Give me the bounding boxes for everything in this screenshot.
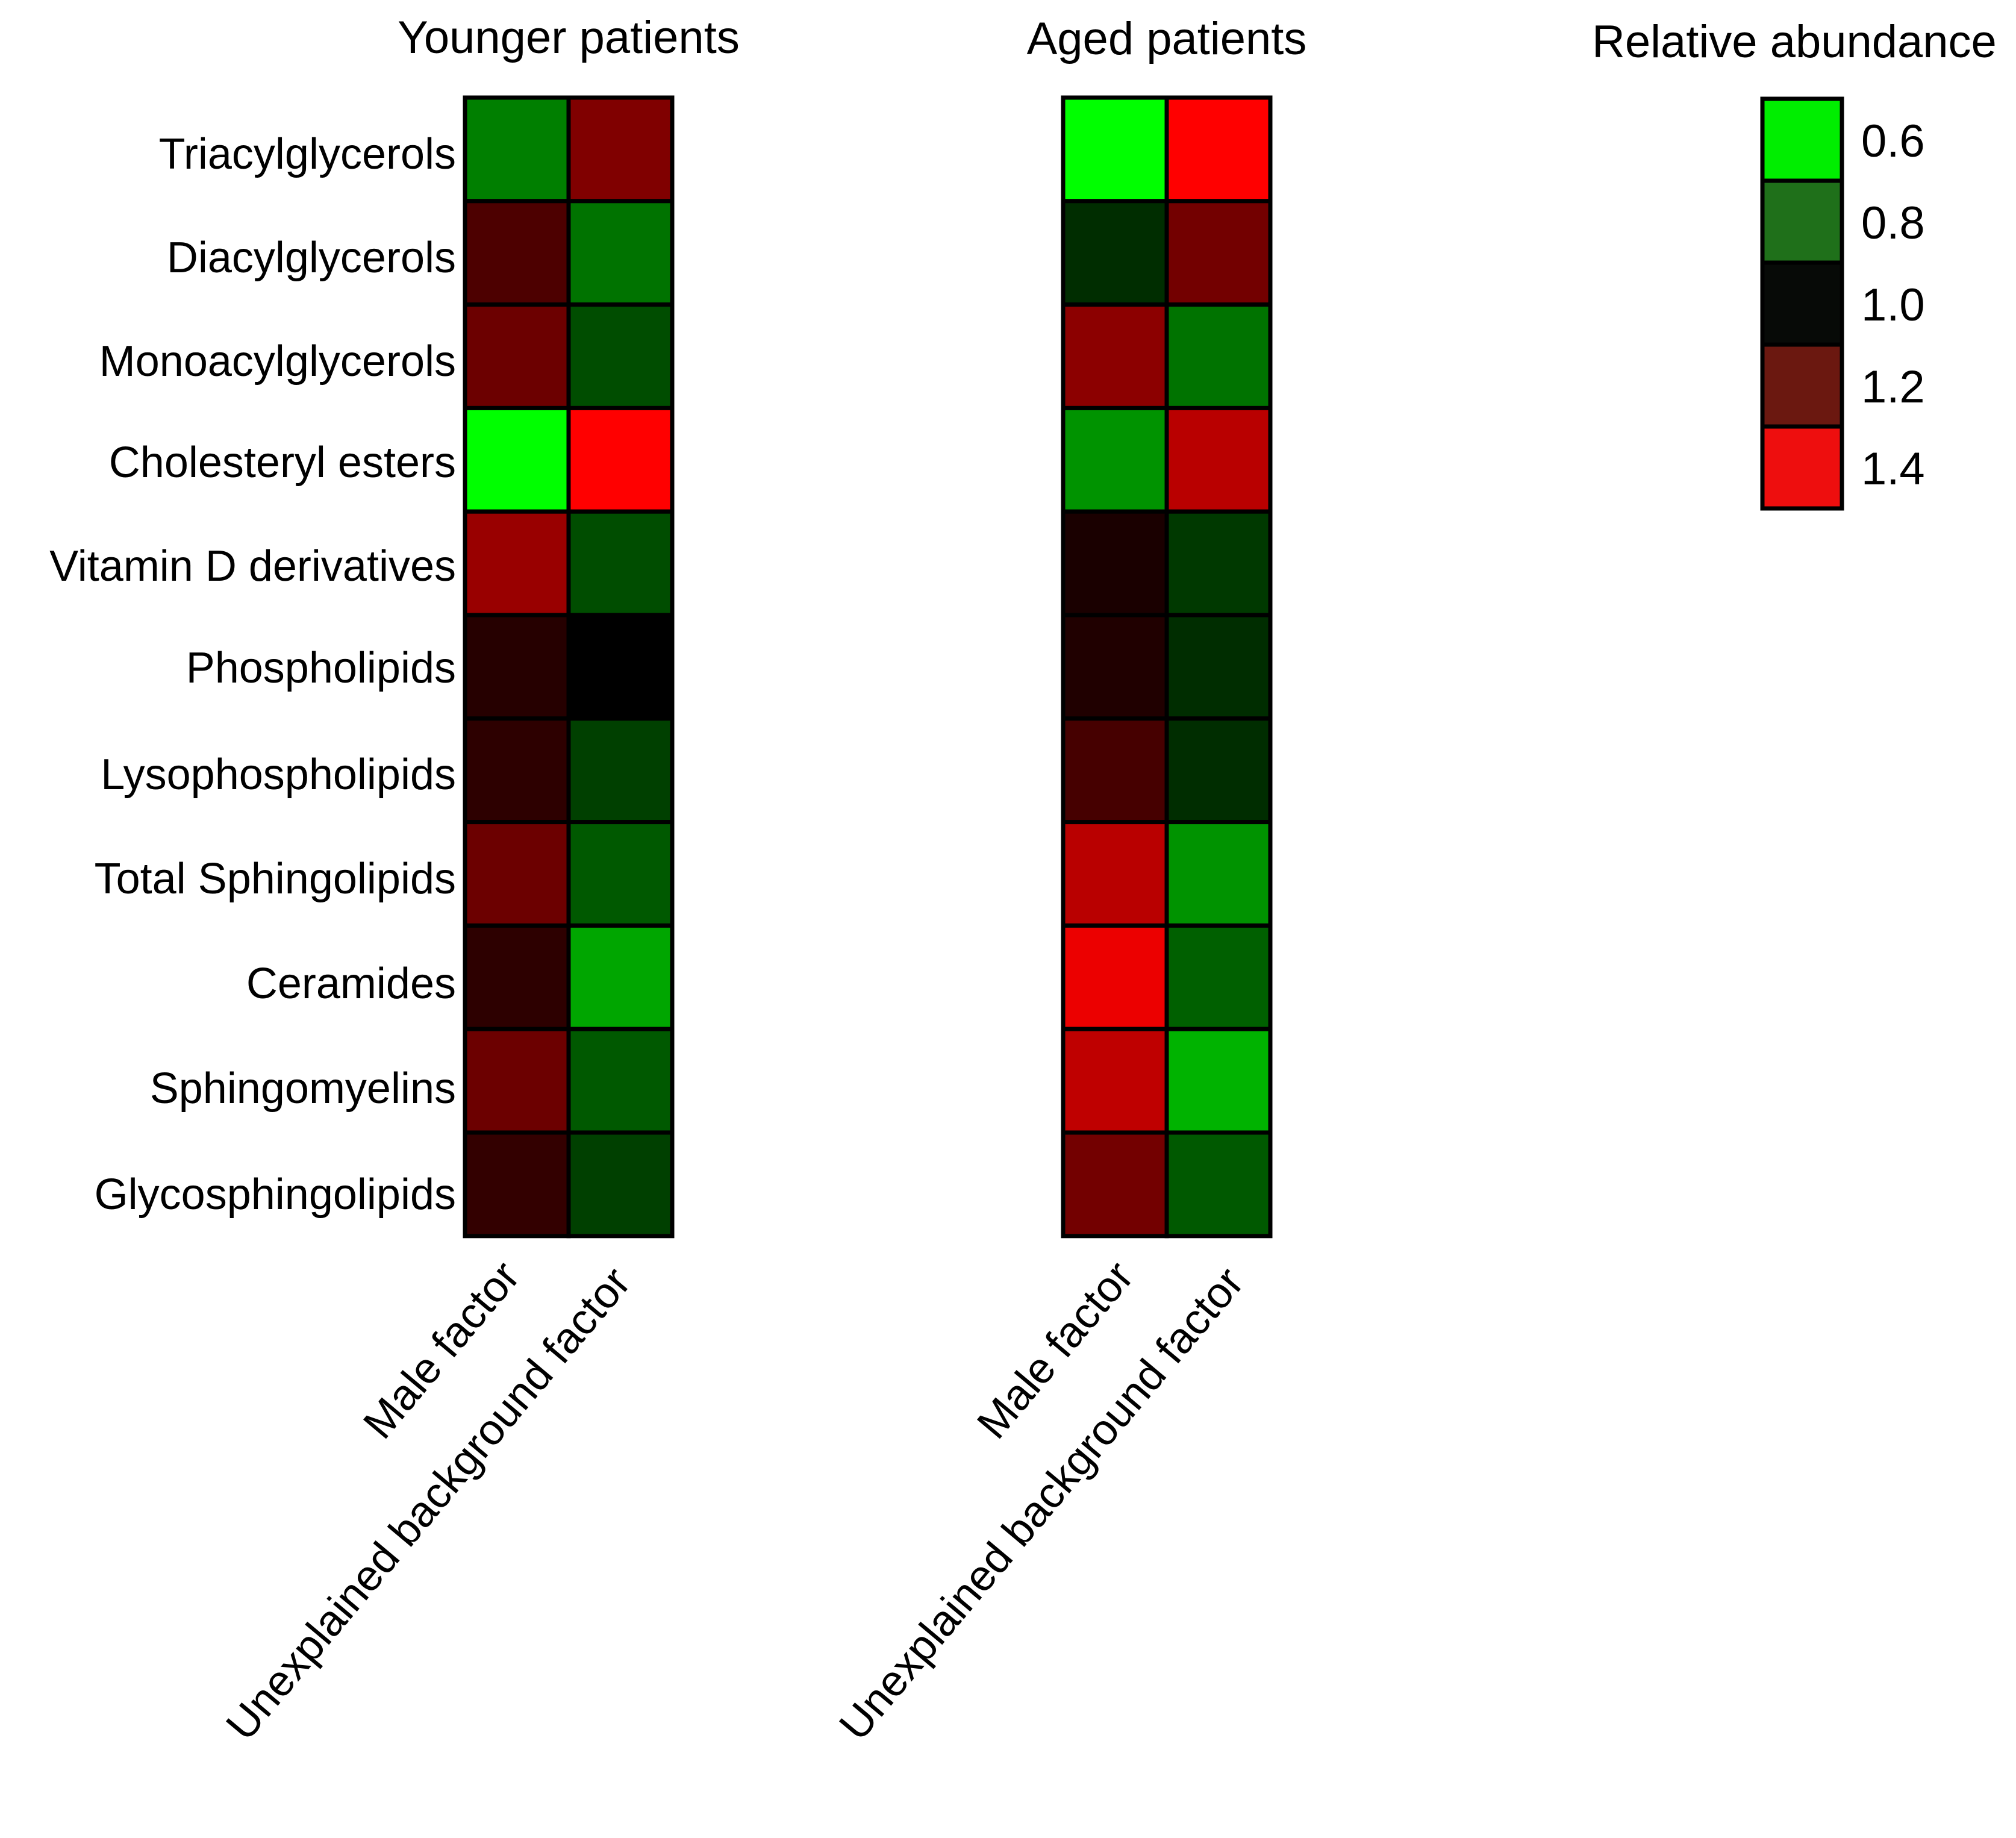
heatmap-cell (1061, 613, 1169, 721)
colorbar-tick-label: 1.2 (1861, 361, 1925, 413)
row-label: Total Sphingolipids (95, 855, 456, 903)
heatmap-cell (566, 716, 675, 825)
heatmap-cell (1061, 509, 1169, 617)
row-label: Monoacylglycerols (99, 337, 456, 386)
heatmap-cell (463, 509, 571, 617)
column-labels-younger: Male factor Unexplained background facto… (217, 1252, 640, 1749)
heatmap-cell (1164, 509, 1273, 617)
heatmap-cell (1164, 716, 1273, 825)
heatmap-cell (1164, 199, 1273, 307)
colorbar-title: Relative abundance (1592, 16, 1997, 67)
colorbar-swatch (1760, 342, 1844, 429)
colorbar: 0.6 0.8 1.0 1.2 1.4 (1760, 96, 1925, 511)
heatmap-cell (1164, 95, 1273, 204)
row-label: Glycosphingolipids (95, 1171, 456, 1219)
heatmap-cell (1061, 820, 1169, 928)
heatmap-cell (566, 923, 675, 1031)
colorbar-swatch (1760, 424, 1844, 511)
heatmap-cell (463, 923, 571, 1031)
heatmap-cell (566, 1130, 675, 1239)
heatmap-cell (566, 302, 675, 410)
heatmap-cell (566, 820, 675, 928)
heatmap-cell (1164, 613, 1273, 721)
heatmap-cell (1061, 1130, 1169, 1239)
row-labels: Triacylglycerols Diacylglycerols Monoacy… (49, 130, 456, 1219)
row-label: Ceramides (246, 960, 456, 1008)
heatmap-cell (463, 613, 571, 721)
row-label: Triacylglycerols (159, 130, 456, 178)
heatmap-cell (1164, 1130, 1273, 1239)
colorbar-swatch (1760, 178, 1844, 265)
row-label: Lysophospholipids (101, 751, 456, 799)
colorbar-swatch (1760, 96, 1844, 183)
heatmap-cell (463, 1027, 571, 1135)
heatmap-cell (566, 199, 675, 307)
heatmap-cell (1061, 95, 1169, 204)
heatmap-cell (566, 95, 675, 204)
heatmap-cell (1061, 302, 1169, 410)
heatmap-cell (463, 820, 571, 928)
heatmap-cell (1061, 716, 1169, 825)
heatmap-cell (1061, 1027, 1169, 1135)
colorbar-swatch (1760, 260, 1844, 347)
heatmap-cell (1061, 405, 1169, 514)
row-label: Phospholipids (186, 644, 456, 692)
heatmap-cell (463, 1130, 571, 1239)
colorbar-tick-label: 1.0 (1861, 280, 1925, 331)
heatmap-panel-aged (1061, 95, 1273, 1239)
heatmap-cell (1164, 1027, 1273, 1135)
heatmap-cell (1164, 405, 1273, 514)
heatmap-cell (463, 716, 571, 825)
colorbar-tick-label: 1.4 (1861, 443, 1925, 495)
colorbar-tick-label: 0.8 (1861, 198, 1925, 249)
row-label: Sphingomyelins (150, 1064, 456, 1113)
heatmap-cell (566, 509, 675, 617)
heatmap-cell (566, 613, 675, 721)
heatmap-cell (463, 95, 571, 204)
panel-title-younger: Younger patients (398, 12, 740, 63)
heatmap-cell (1061, 923, 1169, 1031)
heatmap-cell (566, 405, 675, 514)
heatmap-cell (1164, 820, 1273, 928)
heatmap-cell (566, 1027, 675, 1135)
row-label: Vitamin D derivatives (49, 542, 456, 590)
colorbar-tick-label: 0.6 (1861, 116, 1925, 167)
heatmap-cell (1061, 199, 1169, 307)
heatmap-cell (463, 405, 571, 514)
heatmap-cell (1164, 302, 1273, 410)
heatmap-cell (463, 302, 571, 410)
heatmap-cell (463, 199, 571, 307)
heatmap-cell (1164, 923, 1273, 1031)
panel-title-aged: Aged patients (1027, 13, 1307, 64)
column-labels-aged: Male factor Unexplained background facto… (830, 1252, 1253, 1749)
row-label: Cholesteryl esters (109, 439, 456, 487)
heatmap-panel-younger (463, 95, 675, 1239)
row-label: Diacylglycerols (167, 234, 456, 282)
